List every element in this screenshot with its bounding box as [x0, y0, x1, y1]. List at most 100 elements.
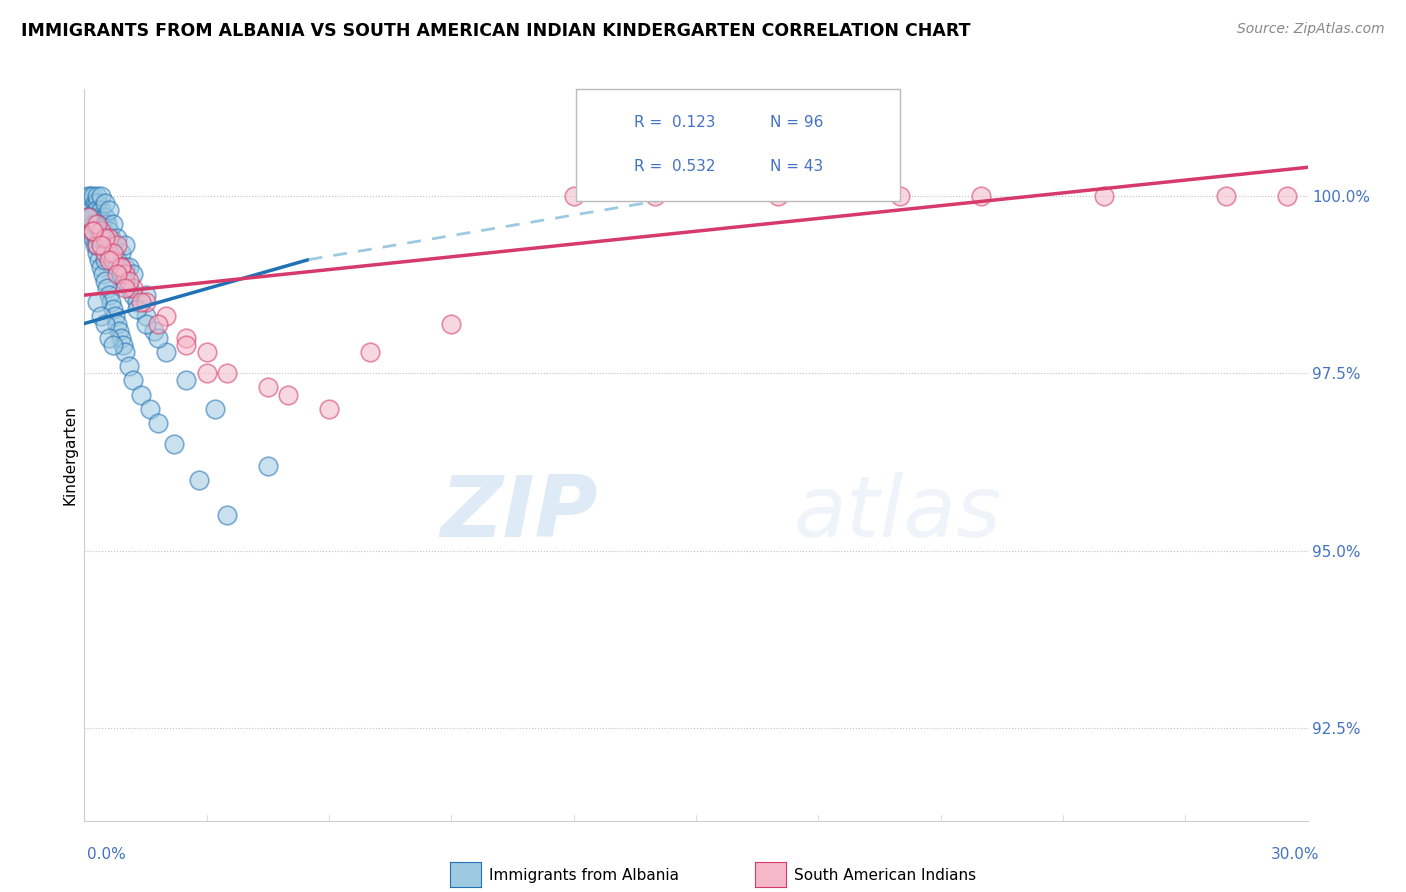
Text: ZIP: ZIP	[440, 472, 598, 555]
Point	[82, 217, 104, 231]
Point	[93, 245, 115, 260]
Point	[90, 310, 112, 324]
Point	[440, 317, 463, 331]
Point	[86, 217, 108, 231]
Text: R =  0.532: R = 0.532	[634, 160, 716, 174]
Point	[127, 302, 149, 317]
Point	[359, 345, 381, 359]
Point	[86, 295, 108, 310]
Point	[82, 224, 104, 238]
Text: Immigrants from Albania: Immigrants from Albania	[489, 869, 679, 883]
Point	[146, 317, 169, 331]
Point	[93, 252, 115, 267]
Point	[101, 238, 124, 252]
Point	[110, 260, 132, 274]
Point	[100, 231, 122, 245]
Point	[90, 202, 112, 217]
Point	[87, 217, 110, 231]
Point	[110, 267, 132, 281]
Point	[105, 267, 128, 281]
Point	[766, 188, 789, 202]
Point	[96, 238, 118, 252]
Point	[87, 252, 110, 267]
Point	[112, 338, 135, 352]
Point	[105, 238, 128, 252]
Point	[79, 210, 101, 224]
Point	[318, 401, 340, 416]
Point	[146, 331, 169, 345]
Point	[138, 401, 160, 416]
Point	[101, 252, 124, 267]
Point	[118, 274, 141, 288]
Point	[118, 260, 141, 274]
Text: atlas: atlas	[794, 472, 1002, 555]
Point	[110, 331, 132, 345]
Point	[86, 202, 108, 217]
Point	[110, 260, 132, 274]
Point	[104, 245, 127, 260]
Point	[970, 188, 993, 202]
Point	[114, 267, 136, 281]
Point	[101, 245, 124, 260]
Text: 0.0%: 0.0%	[87, 847, 127, 862]
Point	[217, 366, 239, 380]
Text: Source: ZipAtlas.com: Source: ZipAtlas.com	[1237, 22, 1385, 37]
Point	[77, 188, 100, 202]
Point	[122, 281, 145, 295]
Point	[97, 202, 120, 217]
Point	[122, 373, 145, 387]
Point	[122, 288, 145, 302]
Point	[82, 224, 104, 238]
Point	[217, 508, 239, 523]
Point	[163, 437, 186, 451]
Point	[86, 195, 108, 210]
Point	[83, 202, 105, 217]
Point	[82, 224, 104, 238]
Point	[257, 380, 280, 394]
Point	[101, 302, 124, 317]
Point	[174, 331, 197, 345]
Point	[142, 324, 165, 338]
Point	[277, 387, 299, 401]
Point	[93, 231, 115, 245]
Point	[108, 260, 131, 274]
Point	[83, 238, 105, 252]
Point	[79, 188, 101, 202]
Point	[1092, 188, 1115, 202]
Point	[135, 317, 157, 331]
Point	[644, 188, 666, 202]
Text: R =  0.123: R = 0.123	[634, 115, 716, 129]
Point	[204, 401, 226, 416]
Point	[105, 231, 128, 245]
Point	[114, 345, 136, 359]
Y-axis label: Kindergarten: Kindergarten	[62, 405, 77, 505]
Text: N = 43: N = 43	[770, 160, 824, 174]
Point	[97, 231, 120, 245]
Point	[195, 345, 218, 359]
Point	[93, 231, 115, 245]
Point	[131, 387, 153, 401]
Point	[146, 416, 169, 430]
Point	[131, 295, 153, 310]
Point	[82, 231, 104, 245]
Point	[79, 224, 101, 238]
Point	[79, 195, 101, 210]
Point	[100, 295, 122, 310]
Point	[257, 458, 280, 473]
Point	[87, 231, 110, 245]
Text: South American Indians: South American Indians	[794, 869, 977, 883]
Point	[155, 310, 177, 324]
Point	[118, 281, 141, 295]
Point	[86, 188, 108, 202]
Point	[114, 274, 136, 288]
Point	[91, 267, 114, 281]
Point	[96, 281, 118, 295]
Point	[90, 231, 112, 245]
Point	[1277, 188, 1299, 202]
Point	[93, 274, 115, 288]
Text: IMMIGRANTS FROM ALBANIA VS SOUTH AMERICAN INDIAN KINDERGARTEN CORRELATION CHART: IMMIGRANTS FROM ALBANIA VS SOUTH AMERICA…	[21, 22, 970, 40]
Point	[114, 260, 136, 274]
Point	[101, 217, 124, 231]
Point	[77, 210, 100, 224]
Point	[77, 202, 100, 217]
